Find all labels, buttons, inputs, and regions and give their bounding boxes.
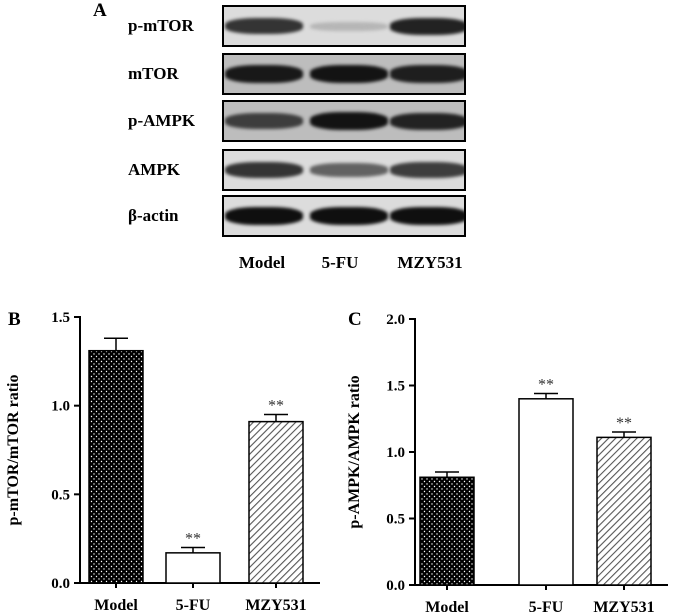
bar <box>88 349 144 584</box>
bar <box>518 398 574 586</box>
blot-band <box>310 207 388 225</box>
blot-label-mtor: mTOR <box>128 64 179 83</box>
blot-label--actin: β-actin <box>128 206 179 225</box>
blot-strip <box>222 149 466 191</box>
significance-label: ** <box>538 376 554 393</box>
blot-label-ampk: AMPK <box>128 160 180 179</box>
x-tick-label: 5-FU <box>529 599 564 615</box>
y-tick-label: 0.5 <box>51 487 70 503</box>
x-tick-label: MZY531 <box>245 597 306 614</box>
blot-band <box>390 65 464 83</box>
blot-lane-label: MZY531 <box>397 253 463 272</box>
y-tick-label: 1.0 <box>386 445 405 461</box>
bar <box>165 552 221 584</box>
blot-strip <box>222 53 466 95</box>
significance-label: ** <box>616 415 632 432</box>
y-tick-label: 0.5 <box>386 512 405 528</box>
blot-band <box>225 207 303 225</box>
blot-strip <box>222 195 466 237</box>
x-tick-label: Model <box>425 599 469 615</box>
chart-p-mtor-ratio: B 0.0 0.5 1.0 1.5 p-mTOR/mTOR ratio Model ** 5-F… <box>5 309 320 614</box>
significance-label: ** <box>268 398 284 415</box>
blot-band <box>390 17 464 35</box>
blot-band <box>225 162 303 178</box>
blot-lane-label: Model <box>238 253 286 272</box>
panel-letter: C <box>348 309 362 330</box>
x-tick-label: Model <box>94 597 138 614</box>
blot-band <box>310 112 388 130</box>
panel-a-letter: A <box>93 0 107 21</box>
y-tick-label: 2.0 <box>386 312 405 328</box>
blot-band <box>225 18 303 34</box>
blot-band <box>390 112 464 130</box>
bar <box>419 476 475 586</box>
y-tick-label: 1.5 <box>51 310 70 326</box>
chart-p-ampk-ratio: C 0.0 0.5 1.0 1.5 2.0 p-AMPK/AMPK ratio Model **… <box>346 309 668 615</box>
blot-strip <box>222 5 466 47</box>
y-axis-label: p-mTOR/mTOR ratio <box>5 375 22 526</box>
blot-label-p-ampk: p-AMPK <box>128 111 196 130</box>
panel-letter: B <box>8 309 21 330</box>
blot-band <box>310 163 388 177</box>
x-tick-label: MZY531 <box>593 599 654 615</box>
blot-band <box>225 65 303 83</box>
y-tick-label: 0.0 <box>51 576 70 592</box>
blot-band <box>390 207 464 225</box>
y-tick-label: 0.0 <box>386 578 405 594</box>
y-axis-label: p-AMPK/AMPK ratio <box>346 375 363 528</box>
bar <box>248 420 304 584</box>
blot-lane-label: 5-FU <box>321 253 359 272</box>
blot-band <box>390 162 464 178</box>
blot-band <box>310 21 388 31</box>
x-tick-label: 5-FU <box>176 597 211 614</box>
blot-band <box>225 113 303 129</box>
blot-strip <box>222 100 466 142</box>
significance-label: ** <box>185 531 201 548</box>
y-tick-label: 1.0 <box>51 399 70 415</box>
bar <box>596 436 652 586</box>
blot-band <box>310 65 388 83</box>
y-tick-label: 1.5 <box>386 379 405 395</box>
blot-label-p-mtor: p-mTOR <box>128 16 194 35</box>
